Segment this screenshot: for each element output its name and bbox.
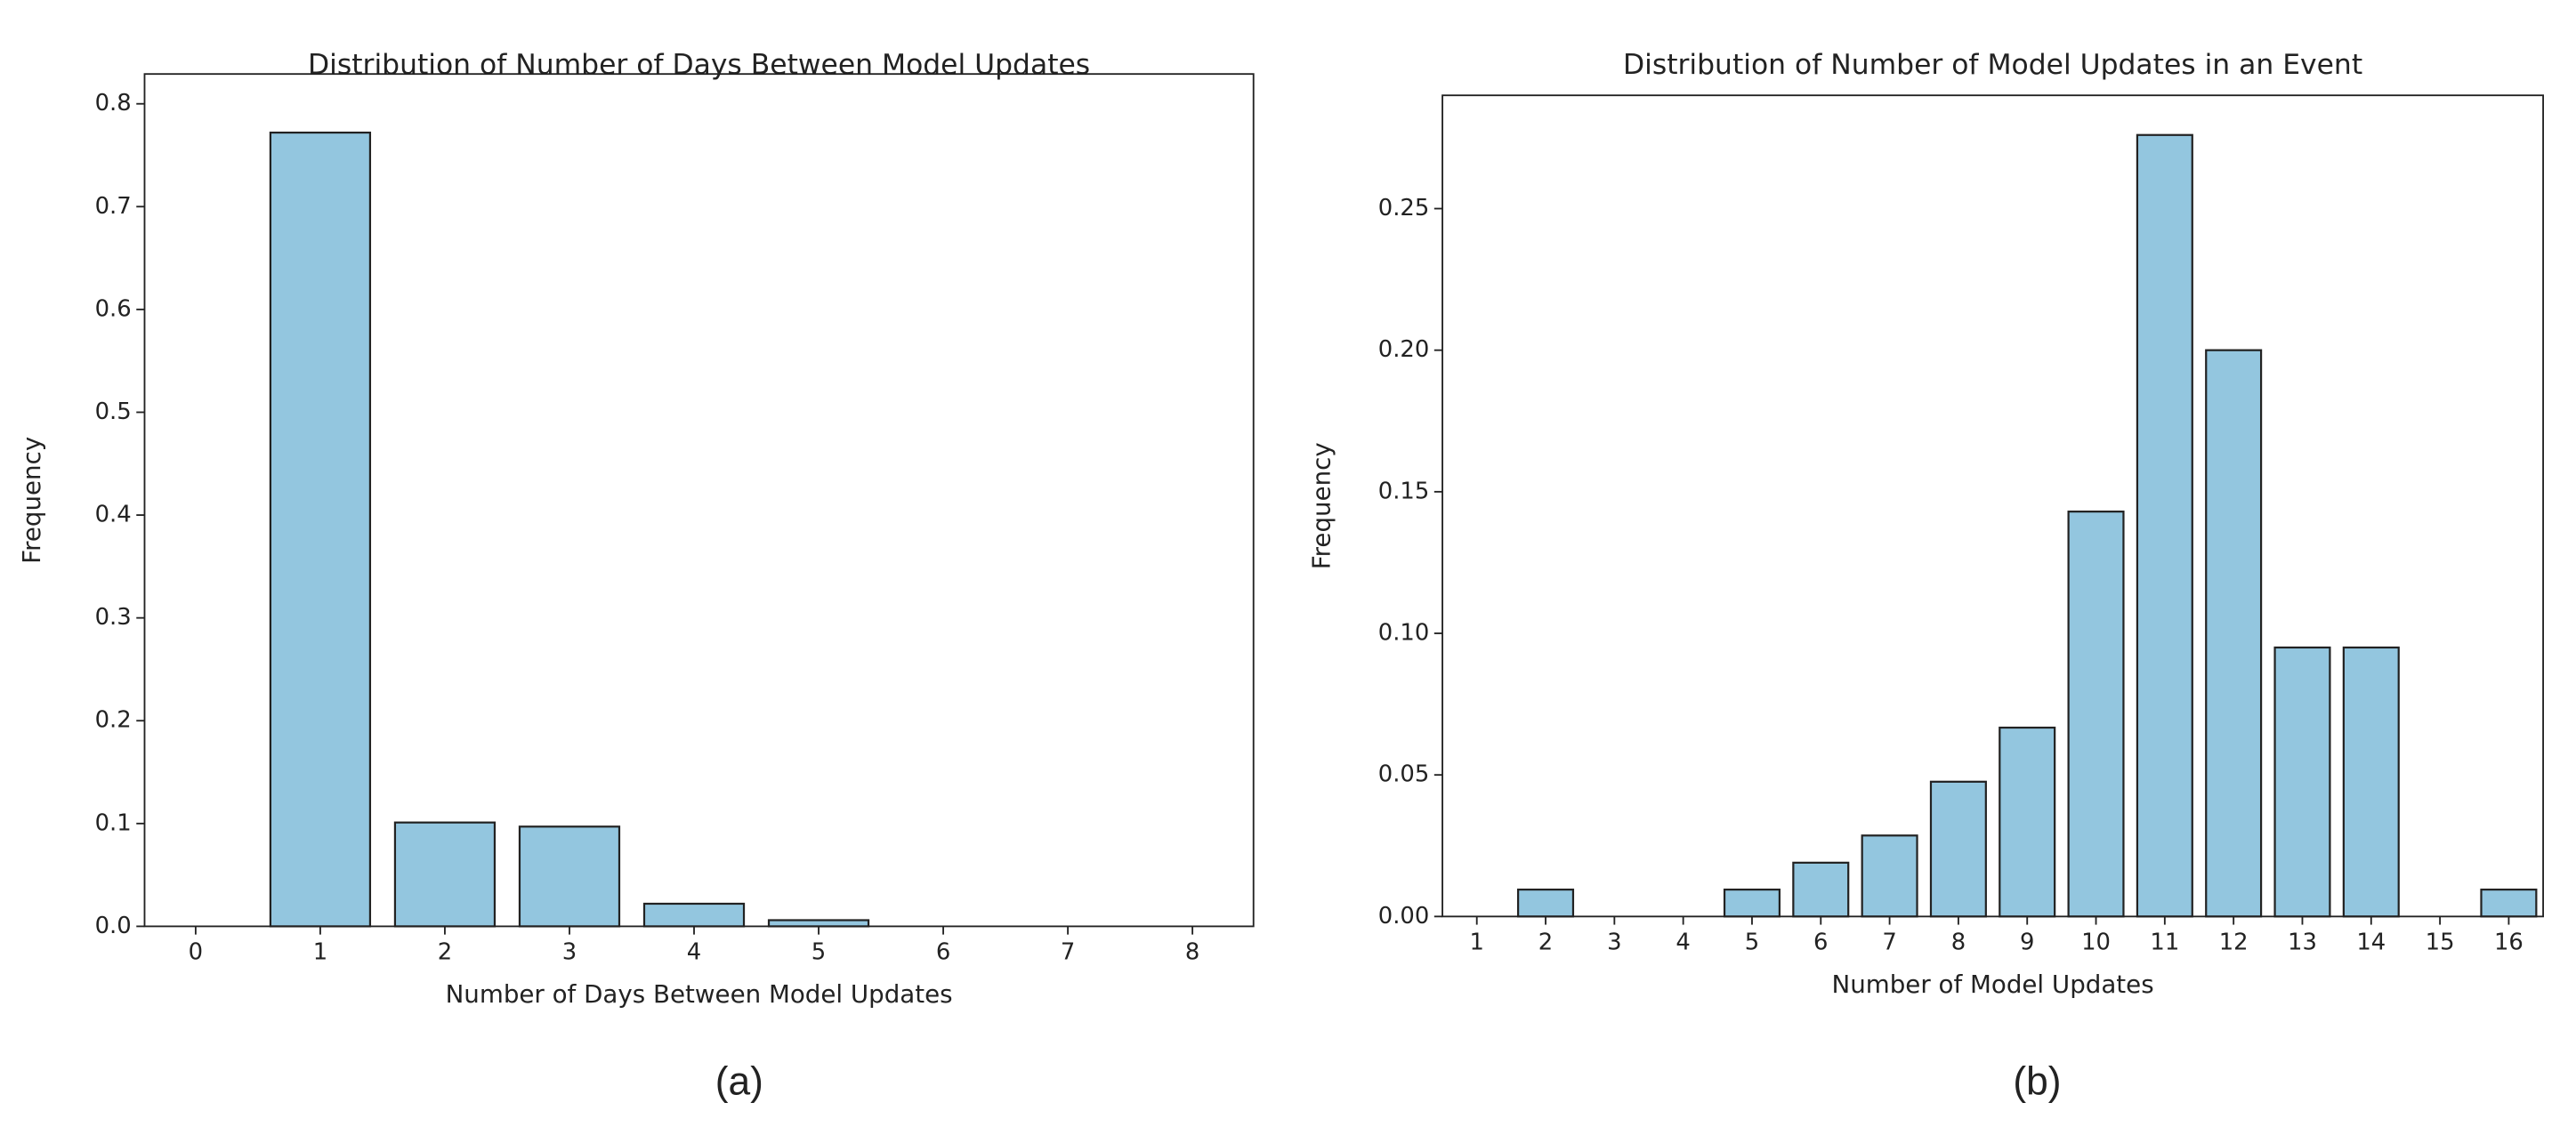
- x-tick-label: 8: [1185, 938, 1199, 965]
- bar: [1516, 888, 1575, 918]
- y-tick-label: 0.15: [1378, 478, 1430, 504]
- y-tick-label: 0.6: [95, 295, 132, 322]
- bar: [269, 131, 372, 928]
- y-tick-label: 0.2: [95, 707, 132, 734]
- y-tick-label: 0.00: [1378, 903, 1430, 930]
- bar: [2067, 511, 2125, 918]
- x-tick-label: 1: [1469, 929, 1483, 955]
- y-tick-label: 0.20: [1378, 336, 1430, 363]
- x-tick-label: 5: [1745, 929, 1759, 955]
- x-tick-label: 4: [1676, 929, 1690, 955]
- y-tick-label: 0.4: [95, 502, 132, 528]
- x-tick-label: 2: [438, 938, 452, 965]
- x-tick-label: 10: [2081, 929, 2111, 955]
- y-tick-label: 0.25: [1378, 195, 1430, 221]
- x-tick-label: 1: [313, 938, 327, 965]
- y-tick-label: 0.5: [95, 398, 132, 425]
- bar: [767, 919, 870, 928]
- x-tick-label: 2: [1538, 929, 1553, 955]
- y-tick-label: 0.3: [95, 604, 132, 631]
- plot-frame: [1441, 94, 2544, 918]
- x-tick-label: 16: [2494, 929, 2524, 955]
- y-tick-label: 0.1: [95, 809, 132, 836]
- plot-frame: [143, 73, 1255, 928]
- caption: (b): [2013, 1059, 2061, 1103]
- bar: [1792, 861, 1850, 918]
- bar: [2205, 349, 2263, 918]
- y-tick-label: 0.8: [95, 90, 132, 117]
- y-tick-label: 0.7: [95, 193, 132, 220]
- x-tick-label: 15: [2426, 929, 2455, 955]
- x-tick-label: 12: [2219, 929, 2249, 955]
- y-tick-label: 0.10: [1378, 620, 1430, 647]
- y-tick-label: 0.0: [95, 913, 132, 939]
- bar: [2342, 646, 2400, 918]
- x-tick-label: 7: [1882, 929, 1896, 955]
- x-tick-label: 4: [687, 938, 701, 965]
- x-tick-label: 13: [2288, 929, 2317, 955]
- x-tick-label: 3: [1607, 929, 1621, 955]
- x-axis-label: Number of Model Updates: [1831, 970, 2153, 999]
- x-tick-label: 6: [1813, 929, 1828, 955]
- bar: [2273, 646, 2331, 918]
- x-tick-label: 0: [189, 938, 203, 965]
- x-tick-label: 7: [1061, 938, 1075, 965]
- x-tick-label: 11: [2150, 929, 2179, 955]
- x-tick-label: 3: [562, 938, 577, 965]
- y-tick-label: 0.05: [1378, 761, 1430, 788]
- x-axis-label: Number of Days Between Model Updates: [446, 979, 953, 1009]
- caption: (a): [715, 1059, 763, 1103]
- y-axis-label: Frequency: [17, 437, 46, 564]
- x-tick-label: 6: [936, 938, 950, 965]
- x-tick-label: 14: [2356, 929, 2386, 955]
- bar: [1723, 888, 1781, 918]
- x-tick-label: 9: [2020, 929, 2034, 955]
- chart-title: Distribution of Number of Days Between M…: [308, 49, 1090, 81]
- x-tick-label: 8: [1951, 929, 1966, 955]
- bar: [518, 825, 621, 928]
- bar: [642, 902, 746, 928]
- chart-title: Distribution of Number of Model Updates …: [1623, 49, 2362, 81]
- y-axis-label: Frequency: [1306, 442, 1336, 569]
- x-tick-label: 5: [812, 938, 826, 965]
- bar: [2136, 133, 2193, 918]
- bar: [1999, 726, 2056, 918]
- bar: [1929, 780, 1987, 918]
- bar: [2480, 888, 2538, 918]
- bar: [393, 821, 497, 928]
- bar: [1861, 834, 1918, 918]
